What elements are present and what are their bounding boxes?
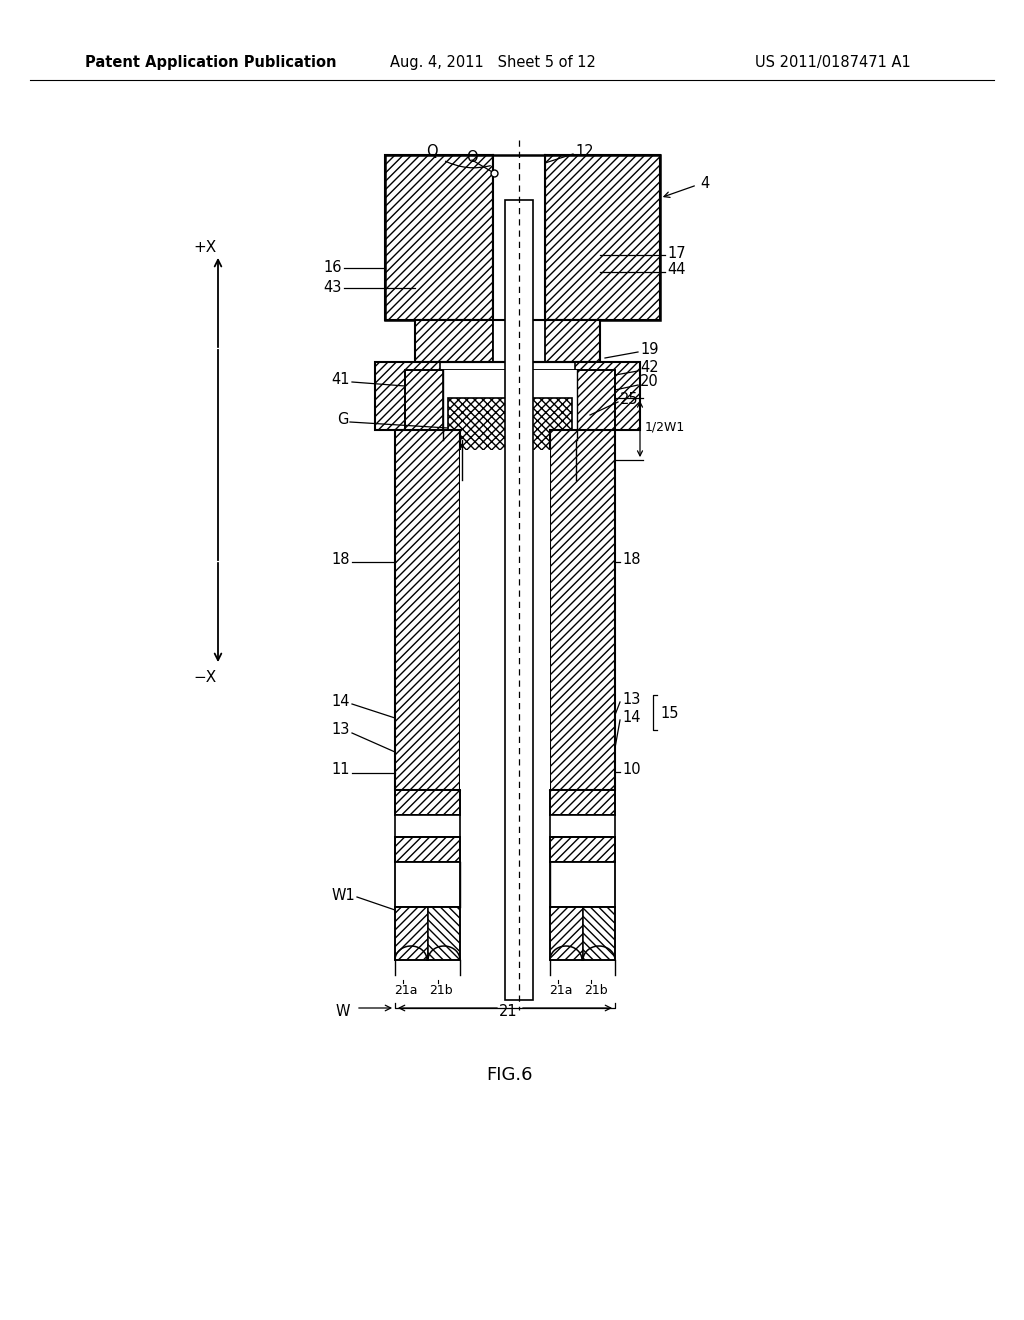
Bar xyxy=(550,430,615,789)
Text: 21: 21 xyxy=(499,1005,517,1019)
Bar xyxy=(395,814,460,837)
Text: 21a: 21a xyxy=(394,983,418,997)
Text: O: O xyxy=(466,149,478,165)
Bar xyxy=(449,399,572,459)
Bar xyxy=(575,362,640,430)
Bar xyxy=(406,370,615,440)
Bar xyxy=(493,319,545,362)
Text: FIG.6: FIG.6 xyxy=(486,1067,534,1084)
Text: 18: 18 xyxy=(332,553,350,568)
Text: 15: 15 xyxy=(660,705,679,721)
Bar xyxy=(577,370,615,440)
Text: W1: W1 xyxy=(331,887,355,903)
Bar xyxy=(583,907,615,960)
Text: −X: −X xyxy=(194,671,217,685)
Text: 44: 44 xyxy=(667,263,685,277)
Text: Aug. 4, 2011   Sheet 5 of 12: Aug. 4, 2011 Sheet 5 of 12 xyxy=(390,55,596,70)
Text: 21b: 21b xyxy=(429,983,453,997)
Bar xyxy=(493,154,545,319)
Text: 41: 41 xyxy=(332,372,350,388)
Text: 19: 19 xyxy=(640,342,658,356)
Bar xyxy=(395,789,460,814)
Bar xyxy=(550,789,615,814)
Text: 20: 20 xyxy=(640,375,658,389)
Text: 43: 43 xyxy=(324,280,342,294)
Bar xyxy=(395,430,460,789)
Text: 13: 13 xyxy=(332,722,350,738)
Bar xyxy=(550,907,583,960)
Bar xyxy=(385,154,493,319)
Bar xyxy=(395,789,460,814)
Bar xyxy=(460,450,550,789)
Text: 16: 16 xyxy=(324,260,342,275)
Bar xyxy=(443,370,577,440)
Bar xyxy=(522,319,600,362)
Bar xyxy=(415,319,600,362)
Text: W: W xyxy=(336,1005,350,1019)
Bar xyxy=(375,362,640,430)
Text: 12: 12 xyxy=(575,144,594,158)
Bar xyxy=(428,907,460,960)
Text: 4: 4 xyxy=(700,176,710,190)
Bar xyxy=(550,837,615,862)
Text: 11: 11 xyxy=(332,763,350,777)
Text: 21b: 21b xyxy=(584,983,608,997)
Bar xyxy=(545,154,660,319)
Bar xyxy=(550,907,615,960)
Bar xyxy=(550,789,615,814)
Bar xyxy=(375,362,440,430)
Bar xyxy=(550,837,615,862)
Text: +X: +X xyxy=(194,239,217,255)
Text: Q: Q xyxy=(426,144,438,160)
Bar xyxy=(550,430,615,789)
Bar xyxy=(395,907,460,960)
Text: G: G xyxy=(337,412,348,428)
Bar xyxy=(505,201,534,1001)
Bar xyxy=(385,154,660,319)
Text: 18: 18 xyxy=(622,553,640,568)
Bar xyxy=(395,837,460,862)
Bar xyxy=(395,837,460,862)
Text: 17: 17 xyxy=(667,246,686,260)
Bar xyxy=(550,862,615,907)
Text: 14: 14 xyxy=(622,710,640,726)
Bar xyxy=(550,814,615,837)
Bar xyxy=(415,319,493,362)
Text: 14: 14 xyxy=(332,694,350,710)
Text: 10: 10 xyxy=(622,763,641,777)
Bar xyxy=(406,370,443,440)
Text: 1/2W1: 1/2W1 xyxy=(645,421,685,433)
Bar xyxy=(395,862,460,907)
Text: 42: 42 xyxy=(640,360,658,375)
Text: 25: 25 xyxy=(620,392,639,408)
Text: 13: 13 xyxy=(622,693,640,708)
Text: US 2011/0187471 A1: US 2011/0187471 A1 xyxy=(755,55,910,70)
Bar xyxy=(395,430,460,789)
Text: 21a: 21a xyxy=(549,983,572,997)
Text: Patent Application Publication: Patent Application Publication xyxy=(85,55,337,70)
Bar xyxy=(395,907,428,960)
